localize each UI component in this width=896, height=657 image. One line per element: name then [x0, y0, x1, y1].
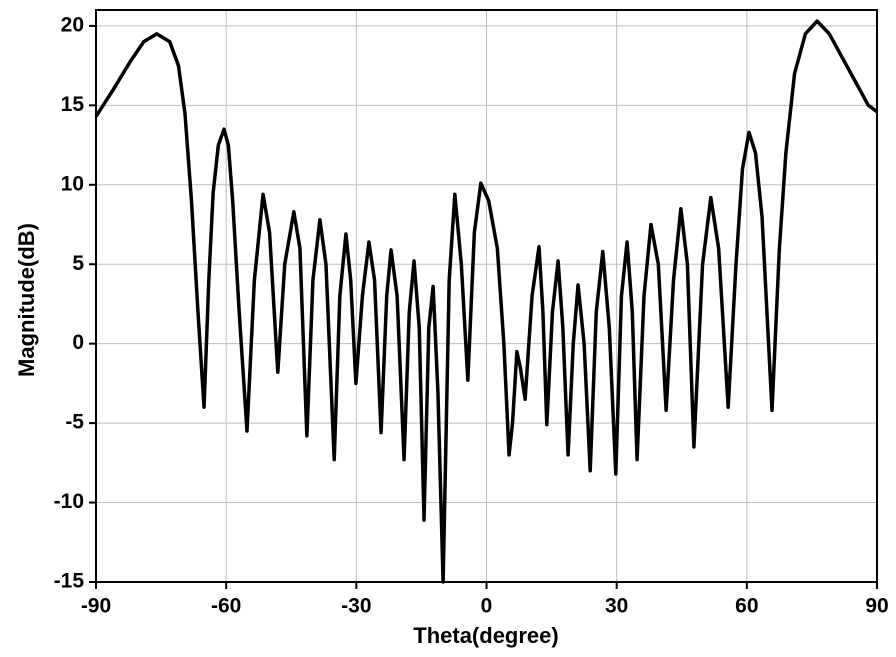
- y-tick-label: 20: [61, 13, 84, 36]
- x-tick-label: 0: [481, 595, 493, 618]
- plot-frame: [95, 9, 878, 583]
- y-tick-label: -10: [54, 490, 84, 513]
- y-tick-label: 0: [72, 331, 84, 354]
- y-tick-label: 10: [61, 172, 84, 195]
- x-axis-title: Theta(degree): [413, 623, 558, 648]
- y-tick-label: -15: [54, 570, 85, 593]
- data-line: [94, 19, 879, 584]
- x-tick-label: -30: [341, 595, 371, 618]
- y-tick-label: -5: [65, 411, 84, 434]
- y-tick-label: 15: [61, 93, 85, 116]
- x-tick-label: -60: [211, 595, 241, 618]
- x-tick-label: 30: [605, 595, 628, 618]
- y-tick-label: 5: [72, 252, 84, 275]
- x-tick-label: 90: [865, 595, 888, 618]
- x-tick-label: -90: [81, 595, 111, 618]
- x-tick-label: 60: [735, 595, 758, 618]
- y-axis-title: Magnitude(dB): [14, 223, 39, 377]
